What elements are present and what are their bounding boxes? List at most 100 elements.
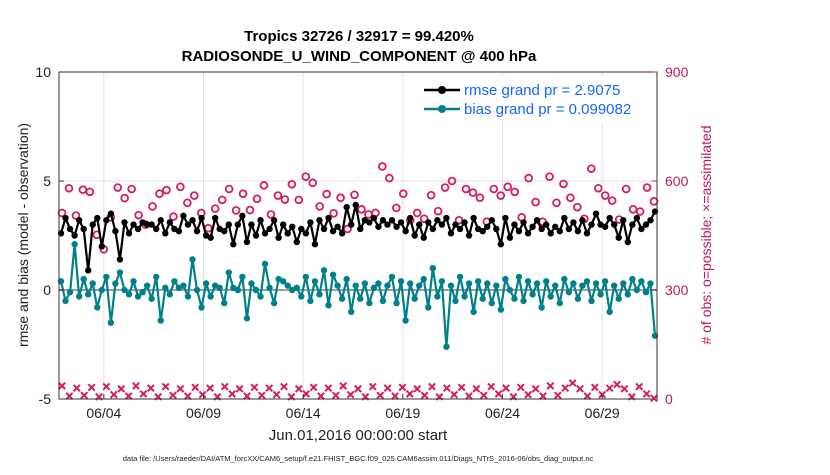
bias-point xyxy=(130,278,137,285)
obs-possible-point xyxy=(190,191,199,200)
x-tick-label-3: 06/19 xyxy=(385,405,420,421)
rmse-point xyxy=(71,232,78,239)
bias-point xyxy=(629,275,636,283)
rmse-point xyxy=(434,217,441,224)
obs-assimilated-point-stroke xyxy=(413,384,422,393)
bias-point xyxy=(379,297,387,305)
bias-point xyxy=(416,282,423,289)
obs-possible-point xyxy=(238,189,248,199)
bias-point xyxy=(425,304,432,311)
rmse-point xyxy=(452,221,459,228)
obs-possible-point xyxy=(552,198,561,208)
obs-possible-point xyxy=(607,196,617,205)
legend-rmse-label: rmse grand pr = 2.9075 xyxy=(464,82,620,99)
bias-point xyxy=(515,273,523,281)
rmse-point xyxy=(338,230,346,237)
bias-point xyxy=(284,282,291,289)
obs-assimilated-point-stroke xyxy=(546,382,555,390)
rmse-point xyxy=(261,230,269,237)
y-left-tick-label-0: -5 xyxy=(39,391,52,407)
rmse-point xyxy=(388,217,396,224)
bias-point xyxy=(225,269,232,276)
obs-assimilated-point-stroke xyxy=(250,383,259,392)
rmse-point xyxy=(307,219,314,226)
bias-point xyxy=(352,282,359,289)
rmse-point xyxy=(162,230,169,237)
obs-assimilated-point-stroke xyxy=(265,384,274,393)
rmse-point xyxy=(615,234,622,241)
bias-point xyxy=(533,280,541,287)
bias-point xyxy=(624,291,631,298)
rmse-point xyxy=(266,225,273,233)
obs-assimilated-point-stroke xyxy=(102,382,111,391)
obs-possible-point xyxy=(433,206,443,216)
bias-point xyxy=(180,282,187,289)
obs-possible-point xyxy=(357,205,366,214)
rmse-point xyxy=(85,267,92,274)
obs-assimilated-point-stroke xyxy=(420,391,429,400)
obs-possible-point xyxy=(336,193,345,203)
y-left-tick-label-3: 10 xyxy=(35,64,51,80)
obs-possible-point xyxy=(600,191,610,200)
obs-assimilated-point-stroke xyxy=(405,390,414,398)
obs-assimilated-point-stroke xyxy=(324,384,333,393)
bias-point xyxy=(234,286,242,294)
bias-point xyxy=(529,291,536,298)
rmse-point xyxy=(293,238,300,246)
obs-assimilated-point-stroke xyxy=(450,390,459,399)
obs-assimilated-point-stroke xyxy=(228,390,237,398)
rmse-point xyxy=(225,221,232,228)
rmse-point xyxy=(633,214,641,222)
obs-assimilated-point-stroke xyxy=(391,392,399,401)
rmse-point xyxy=(533,217,541,224)
obs-possible-point xyxy=(566,193,575,203)
bias-point xyxy=(75,293,83,300)
obs-assimilated-point-stroke xyxy=(428,382,436,391)
bias-point xyxy=(316,291,323,298)
obs-possible-point xyxy=(155,189,164,199)
rmse-point xyxy=(207,234,214,241)
obs-possible-point xyxy=(308,178,318,188)
obs-assimilated-point-stroke xyxy=(132,382,140,390)
rmse-point xyxy=(325,214,332,222)
obs-possible-point xyxy=(635,207,645,216)
bias-point xyxy=(384,282,391,289)
obs-assimilated-point-stroke xyxy=(487,382,496,391)
obs-assimilated-point-stroke xyxy=(220,382,229,391)
obs-possible-point xyxy=(593,183,603,193)
obs-possible-point xyxy=(385,173,394,183)
bias-point xyxy=(588,297,595,305)
bias-point xyxy=(642,288,650,296)
x-axis-ticks: 06/04 06/09 06/14 06/19 06/24 06/29 xyxy=(86,394,620,421)
y-axis-right-label: # of obs: o=possible; ×=assimilated xyxy=(698,125,714,344)
obs-assimilated-point-stroke xyxy=(346,390,355,399)
rmse-point xyxy=(248,221,255,228)
series-rmse xyxy=(57,201,659,274)
obs-possible-point xyxy=(259,181,269,190)
bias-point xyxy=(184,293,192,300)
obs-assimilated-point-stroke xyxy=(87,383,96,392)
obs-possible-point xyxy=(176,182,185,192)
rmse-point xyxy=(366,219,373,226)
obs-possible-point xyxy=(489,184,499,194)
obs-assimilated-point-stroke xyxy=(620,384,629,393)
obs-assimilated-point-stroke xyxy=(309,383,318,392)
bias-point xyxy=(257,293,264,300)
bias-point xyxy=(397,278,405,285)
bias-point xyxy=(406,280,414,287)
obs-possible-point xyxy=(273,191,283,200)
obs-possible-point xyxy=(322,189,331,199)
rmse-point xyxy=(243,238,251,246)
rmse-point xyxy=(497,241,505,248)
bias-point xyxy=(470,308,477,315)
rmse-point xyxy=(429,225,437,233)
obs-possible-point xyxy=(71,211,81,220)
x-axis-label: Jun.01,2016 00:00:00 start xyxy=(269,427,448,444)
obs-assimilated-point-stroke xyxy=(583,392,592,401)
bias-point xyxy=(298,293,305,300)
obs-possible-point xyxy=(224,184,234,194)
rmse-point xyxy=(542,221,550,228)
bias-point xyxy=(116,269,124,276)
obs-possible-point xyxy=(510,187,520,197)
rmse-point xyxy=(638,225,645,233)
